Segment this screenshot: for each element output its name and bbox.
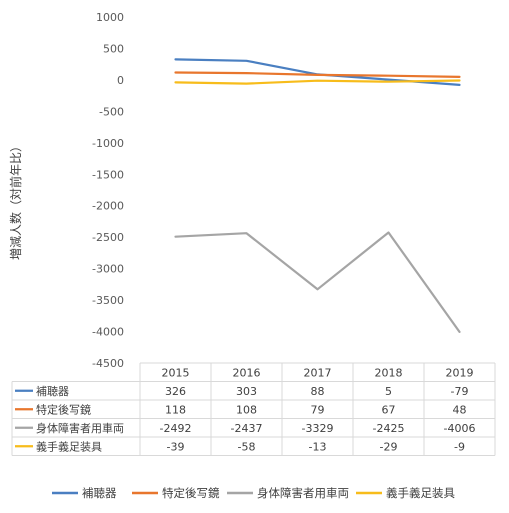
table-value-cell: -2492 [160, 422, 192, 435]
table-value-cell: 326 [165, 385, 186, 398]
series-line-2 [174, 71, 461, 79]
table-series-label: 補聴器 [36, 385, 69, 398]
table-value-cell: 108 [236, 403, 257, 416]
series-line-3 [174, 231, 461, 333]
y-tick-label: -2000 [92, 200, 124, 213]
y-tick-label: 500 [103, 42, 124, 55]
y-tick-label: 1000 [96, 11, 124, 24]
table-value-cell: -9 [454, 440, 465, 453]
legend-label: 義手義足装具 [386, 486, 455, 500]
table-header-cell: 2018 [375, 366, 403, 379]
table-value-cell: 303 [236, 385, 257, 398]
y-tick-label: -3500 [92, 294, 124, 307]
y-tick-label: 0 [117, 74, 124, 87]
table-value-cell: -2425 [373, 422, 405, 435]
table-value-cell: -79 [451, 385, 469, 398]
y-tick-label: -1500 [92, 168, 124, 181]
y-tick-label: -4000 [92, 326, 124, 339]
table-header-cell: 2015 [162, 366, 190, 379]
data-table: 2015 2016 2017 2018 2019 補聴器 326 303 88 5 -79 特定後写鏡… [11, 362, 496, 456]
table-series-label: 身体障害者用車両 [36, 421, 124, 435]
y-tick-label: -3000 [92, 263, 124, 276]
table-value-cell: 79 [311, 403, 325, 416]
table-value-cell: -4006 [444, 422, 476, 435]
table-value-cell: 5 [385, 385, 392, 398]
legend-label: 補聴器 [82, 486, 117, 500]
series-line-4 [174, 79, 461, 85]
y-axis-ticks: 1000 500 0 -500 -1000 -1500 -2000 -2500 -3000 -35… [92, 11, 124, 370]
table-value-cell: 48 [453, 403, 467, 416]
y-axis-title: 増減人数（対前年比） [8, 140, 23, 260]
y-tick-label: -1000 [92, 137, 124, 150]
table-value-cell: -13 [309, 440, 327, 453]
y-tick-label: -4500 [92, 357, 124, 370]
table-value-cell: -29 [380, 440, 398, 453]
y-tick-label: -2500 [92, 231, 124, 244]
table-header-cell: 2017 [304, 366, 332, 379]
table-value-cell: 118 [165, 403, 186, 416]
table-value-cell: -2437 [231, 422, 263, 435]
table-series-label: 義手義足装具 [36, 439, 102, 453]
table-value-cell: -39 [167, 440, 185, 453]
plot-lines [174, 58, 461, 333]
y-axis-title-group: 増減人数（対前年比） [8, 140, 23, 260]
table-header-cell: 2019 [446, 366, 474, 379]
y-tick-label: -500 [99, 105, 124, 118]
table-header-cell: 2016 [233, 366, 261, 379]
table-value-cell: -3329 [302, 422, 334, 435]
table-value-cell: 88 [311, 385, 325, 398]
legend-label: 身体障害者用車両 [257, 486, 349, 500]
legend: 補聴器 特定後写鏡 身体障害者用車両 義手義足装具 [52, 486, 455, 500]
table-series-label: 特定後写鏡 [36, 402, 91, 416]
table-value-cell: -58 [238, 440, 256, 453]
legend-label: 特定後写鏡 [162, 486, 220, 500]
table-value-cell: 67 [382, 403, 396, 416]
